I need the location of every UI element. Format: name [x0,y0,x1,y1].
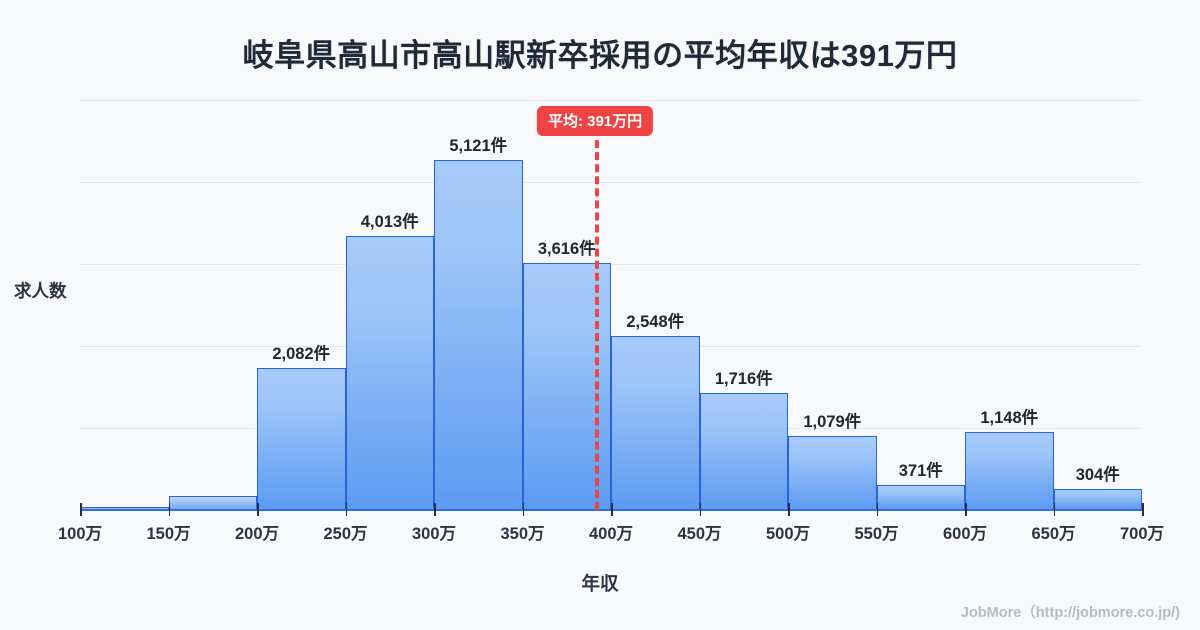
bar[interactable] [168,496,257,510]
gridline [80,182,1140,183]
x-axis-tick [345,503,347,516]
x-axis-tick-label: 150万 [146,525,191,543]
bar-value-label: 1,148件 [980,408,1039,427]
x-axis-tick [168,503,170,516]
average-line [595,128,600,510]
x-axis-tick [80,503,82,516]
bar-value-label: 304件 [1075,466,1120,485]
x-axis-tick-label: 500万 [765,525,811,543]
gridline [80,100,1140,101]
bar-value-label: 2,082件 [272,344,331,363]
x-axis-tick [1053,503,1055,516]
x-axis-tick [611,503,613,516]
x-axis-title: 年収 [581,573,619,594]
bar-value-label: 1,716件 [714,369,773,388]
x-axis-tick-label: 600万 [942,525,988,543]
bar[interactable]: 371件 [876,462,965,510]
bar-value-label: 1,079件 [803,413,862,432]
bar[interactable]: 1,079件 [788,413,877,510]
x-axis-tick [257,503,259,516]
bars-layer: 2,082件 4,013件 5,121件 3,616件 2,548件 1,716件 1,07… [80,100,1142,510]
average-badge: 平均: 391万円 [536,106,654,136]
page-title: 岐阜県高山市高山駅新卒採用の平均年収は391万円 [242,38,958,73]
x-axis-tick-label: 350万 [500,525,545,543]
x-axis-tick [522,503,524,516]
x-axis-tick [1142,503,1144,516]
bar[interactable]: 1,148件 [965,409,1054,510]
bar[interactable]: 2,082件 [257,345,346,510]
x-axis-tick [965,503,967,516]
x-axis-tick-label: 300万 [411,525,457,543]
bar-value-label: 371件 [898,461,943,480]
bar-value-label: 4,013件 [360,212,419,231]
y-axis-title: 求人数 [14,281,67,301]
x-axis-tick-label: 100万 [57,525,103,543]
bar[interactable]: 304件 [1053,466,1142,510]
x-axis-tick-label: 450万 [677,525,722,543]
bar[interactable]: 5,121件 [434,137,523,510]
x-axis-tick-label: 400万 [588,525,634,543]
footer-credit: JobMore（http://jobmore.co.jp/) [960,605,1180,621]
x-axis-tick [876,503,878,516]
bar[interactable]: 2,548件 [611,313,700,510]
x-axis-tick-label: 650万 [1031,525,1076,543]
x-axis-tick [788,503,790,516]
x-axis-tick [434,503,436,516]
bar-value-label: 3,616件 [537,239,596,258]
bar[interactable]: 1,716件 [699,370,788,510]
bar-value-label: 5,121件 [449,137,508,156]
x-axis-tick-label: 550万 [854,525,899,543]
x-axis-tick-label: 200万 [234,525,280,543]
x-axis-tick-label: 700万 [1119,525,1165,543]
bar[interactable]: 4,013件 [345,213,434,510]
x-axis-tick-label: 250万 [323,525,368,543]
x-axis-tick [699,503,701,516]
bar-value-label: 2,548件 [626,312,685,331]
